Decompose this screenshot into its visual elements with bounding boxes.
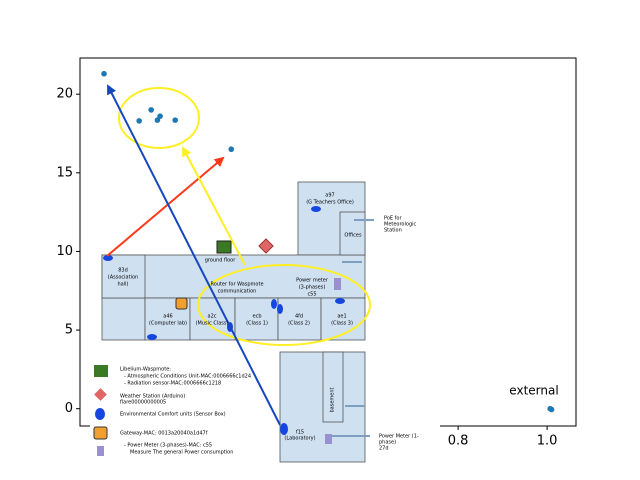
legend-icon [95, 408, 105, 420]
plan-label: phase) [379, 440, 396, 446]
arrow [182, 146, 246, 266]
plan-label: - Power Meter (3-phases)-MAC: c55 [124, 443, 212, 449]
plan-label: 4fd [295, 314, 303, 320]
floor-plan [90, 181, 440, 463]
plan-label: Station [384, 228, 402, 234]
room [234, 297, 279, 341]
plan-label: a2c [208, 314, 217, 320]
plan-label: basement [330, 387, 336, 412]
overlay [106, 84, 371, 426]
plan-label: (Class 1) [246, 321, 268, 327]
point [548, 406, 555, 413]
icon [175, 297, 188, 310]
y-tick-label: 0 [65, 401, 73, 416]
highlight [197, 264, 371, 346]
plan-label: (G Teachers Office) [306, 200, 354, 206]
plan-label: Measure The general Power consumption [130, 450, 233, 456]
plan-label: c55 [307, 292, 316, 298]
y-tick-label: 20 [56, 87, 73, 102]
plan-label: Router for Waspmote [210, 282, 263, 288]
icon [147, 334, 157, 340]
annotation: external [509, 384, 558, 398]
point [157, 113, 163, 119]
icon [311, 206, 321, 212]
legend-icon [94, 365, 108, 377]
plan-label: - Atmospheric Conditions Unit-MAC:000666… [124, 374, 251, 380]
plan-label: Meteorologic [384, 222, 417, 228]
plan-label: hall) [118, 282, 129, 288]
plan-label: 27d [379, 446, 389, 452]
icon [325, 434, 332, 444]
room [101, 254, 366, 299]
icon [280, 423, 288, 435]
icon [271, 299, 277, 309]
icon [277, 304, 283, 314]
plan-label: (Computer lab) [149, 321, 187, 327]
plan-label: Libelium-Waspmote: [120, 367, 171, 373]
plan-label: PoE for [384, 216, 402, 222]
plan-label: Power Meter (1- [379, 434, 419, 440]
plan-label: (Class 3) [331, 321, 353, 327]
legend-icon [94, 388, 107, 401]
legend-icon [97, 446, 104, 456]
plan-label: Power meter [296, 278, 329, 284]
plan-label: (Class 2) [288, 321, 310, 327]
icon [335, 298, 345, 304]
point [228, 146, 235, 153]
point [101, 70, 107, 77]
plan-label: ecb [253, 314, 262, 320]
room [101, 297, 146, 341]
plan-label: Offices [344, 233, 362, 239]
plan-label: a46 [163, 314, 172, 320]
plan-label: f15 [296, 430, 304, 436]
room [101, 254, 146, 299]
plan-label: a97 [325, 193, 334, 199]
plan-label: (Laboratory) [284, 436, 315, 442]
legend-icon [93, 426, 108, 440]
plan-label: (Association [108, 275, 138, 281]
y-tick-label: 5 [65, 323, 73, 338]
room [320, 297, 366, 341]
plan-label: communication [218, 289, 257, 295]
x-tick-label: 1.0 [537, 434, 558, 449]
plan-label: ae1 [337, 314, 346, 320]
connector [330, 219, 374, 437]
plan-label: Gateway-MAC: 0013a20040a1d47f [120, 431, 208, 437]
plan-label: flare00000000005 [120, 400, 166, 406]
x-tick-label: 0.8 [448, 434, 469, 449]
plan-background [90, 345, 440, 462]
point [154, 117, 161, 123]
labels: external a97(G Teachers Office) PoE forMet… [108, 193, 559, 456]
plan-label: - Radiation sensor-MAC:0006666c1218 [124, 381, 221, 387]
icon [103, 255, 113, 261]
plan-label: Environmental Comfort units (Sensor Box) [120, 412, 226, 418]
point [172, 117, 178, 123]
icon [334, 278, 341, 290]
room [322, 351, 344, 423]
plan-label: (3-phases) [299, 285, 326, 291]
room [277, 297, 322, 341]
plan-label: Weather Station (Arduino) [120, 394, 185, 400]
highlight [118, 87, 200, 149]
y-tick-label: 10 [56, 244, 73, 259]
plan-label: ground floor [205, 258, 237, 264]
icon [258, 238, 274, 254]
arrow [106, 156, 225, 257]
plan-label: 83d [118, 268, 128, 274]
y-tick-label: 15 [56, 165, 73, 180]
point [136, 118, 142, 124]
arrow [107, 84, 281, 426]
icon [216, 240, 232, 254]
point [148, 107, 154, 113]
plan-label: (Music Class) [196, 321, 229, 327]
